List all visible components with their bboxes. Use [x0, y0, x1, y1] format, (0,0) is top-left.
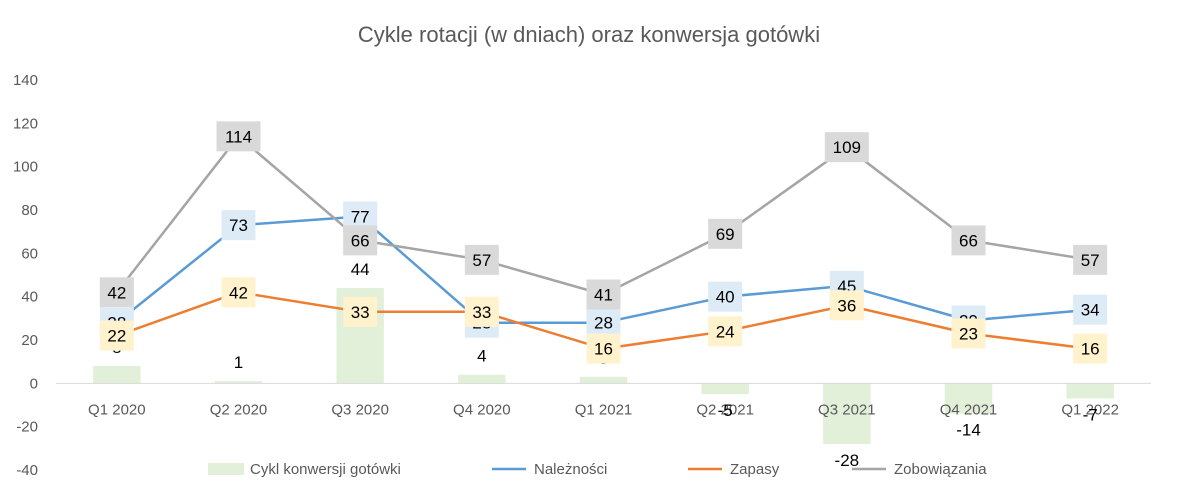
data-label-box-receivables [221, 210, 256, 241]
data-label-payables: 114 [225, 127, 252, 146]
chart-title: Cykle rotacji (w dniach) oraz konwersja … [358, 22, 820, 47]
bar-cash-conversion-cycle [93, 366, 141, 384]
x-tick-label: Q2 2020 [210, 401, 268, 418]
y-tick-label: 100 [13, 159, 38, 176]
data-label-box-inventory [586, 333, 621, 364]
data-label-receivables: 34 [1081, 301, 1100, 320]
data-label-box-payables [99, 277, 134, 308]
data-label-cash-conversion-cycle: 44 [351, 260, 370, 279]
data-label-inventory: 24 [716, 322, 735, 341]
bar-cash-conversion-cycle [214, 381, 263, 384]
data-label-inventory: 23 [959, 325, 978, 344]
legend-label: Zapasy [730, 461, 780, 478]
bar-cash-conversion-cycle [458, 374, 506, 384]
x-tick-label: Q1 2022 [1061, 401, 1119, 418]
data-label-receivables: 40 [716, 288, 735, 307]
data-label-inventory: 16 [1081, 340, 1100, 359]
data-label-cash-conversion-cycle: -14 [956, 421, 981, 440]
data-label-payables: 42 [107, 283, 126, 302]
data-label-payables: 66 [351, 231, 370, 250]
y-tick-label: 0 [30, 375, 38, 392]
legend-label: Zobowiązania [894, 461, 987, 478]
y-tick-label: 140 [13, 72, 38, 89]
data-label-cash-conversion-cycle: 4 [477, 347, 486, 366]
data-label-box-payables [1073, 244, 1108, 275]
data-label-inventory: 36 [837, 296, 856, 315]
data-label-inventory: 22 [107, 327, 126, 346]
data-label-inventory: 42 [229, 283, 248, 302]
y-tick-label: 60 [21, 245, 38, 262]
data-label-box-payables [343, 225, 378, 256]
line-payables [115, 135, 1092, 296]
data-label-inventory: 33 [472, 303, 491, 322]
bar-cash-conversion-cycle [1066, 383, 1114, 399]
data-labels: 814443-5-28-14-7287377282840452934224233… [99, 121, 1108, 470]
data-label-payables: 41 [594, 286, 613, 305]
legend-label: Należności [534, 461, 607, 478]
data-label-receivables: 28 [594, 314, 613, 333]
x-axis: Q1 2020 Q2 2020 Q3 2020 Q4 2020 Q1 2021 Q2 20… [88, 401, 1119, 418]
bar-cash-conversion-cycle [701, 383, 749, 395]
data-label-payables: 57 [472, 251, 491, 270]
data-label-receivables: 77 [351, 208, 370, 227]
data-label-box-inventory [99, 320, 134, 351]
x-tick-label: Q3 2021 [818, 401, 876, 418]
data-label-inventory: 33 [351, 303, 370, 322]
x-tick-label: Q4 2021 [940, 401, 998, 418]
data-label-cash-conversion-cycle: -28 [835, 451, 860, 470]
data-label-payables: 109 [833, 138, 861, 157]
y-tick-label: 80 [21, 202, 38, 219]
data-label-box-payables [464, 244, 499, 275]
data-label-box-inventory [343, 296, 378, 327]
data-label-box-inventory [464, 296, 499, 327]
data-label-box-receivables [586, 307, 621, 338]
legend-label: Cykl konwersji gotówki [250, 461, 401, 478]
data-label-cash-conversion-cycle: 1 [234, 353, 243, 372]
bar-cash-conversion-cycle [944, 383, 993, 414]
data-label-cash-conversion-cycle: -7 [1083, 406, 1098, 425]
bar-cash-conversion-cycle [579, 376, 628, 384]
x-tick-label: Q3 2020 [331, 401, 389, 418]
legend-swatch-cash-conversion-cycle [208, 463, 244, 475]
y-tick-label: 120 [13, 115, 38, 132]
data-label-payables: 66 [959, 231, 978, 250]
data-label-box-payables [586, 279, 621, 310]
x-tick-label: Q2 2021 [696, 401, 754, 418]
data-label-box-inventory [951, 318, 986, 349]
legend: Cykl konwersji gotówki Należności Zapasy Zo… [208, 461, 987, 478]
x-tick-label: Q4 2020 [453, 401, 511, 418]
x-tick-label: Q1 2020 [88, 401, 146, 418]
data-label-payables: 69 [716, 225, 735, 244]
data-label-box-payables [216, 121, 261, 152]
data-label-box-inventory [708, 316, 743, 347]
y-tick-label: -20 [16, 419, 38, 436]
y-axis: -40 -20 0 20 40 60 80 100 120 140 [13, 72, 38, 479]
y-tick-label: 40 [21, 289, 38, 306]
data-label-box-inventory [221, 277, 256, 308]
bar-cash-conversion-cycle [823, 383, 871, 444]
data-label-box-receivables [1073, 294, 1108, 325]
data-label-inventory: 16 [594, 340, 613, 359]
data-label-payables: 57 [1081, 251, 1100, 270]
data-label-receivables: 73 [229, 216, 248, 235]
data-label-box-payables [824, 132, 869, 163]
data-label-box-payables [708, 218, 743, 249]
data-label-cash-conversion-cycle: -5 [718, 401, 733, 420]
y-tick-label: -40 [16, 462, 38, 479]
data-label-box-receivables [708, 281, 743, 312]
data-label-box-inventory [1073, 333, 1108, 364]
data-label-box-payables [951, 225, 986, 256]
x-tick-label: Q1 2021 [575, 401, 633, 418]
data-label-box-inventory [829, 290, 864, 321]
y-tick-label: 20 [21, 332, 38, 349]
